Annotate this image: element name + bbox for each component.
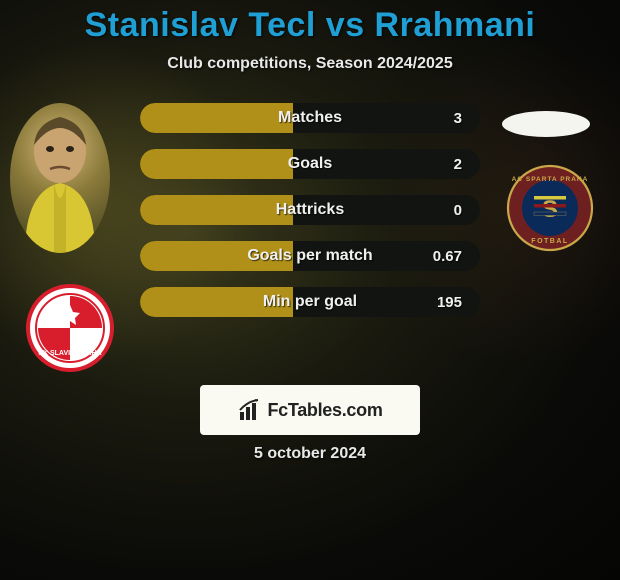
stat-label: Matches: [140, 103, 480, 133]
stat-row: Matches3: [140, 103, 480, 133]
left-club-badge: SK SLAVIA PRAHA: [20, 283, 120, 373]
fctables-text: FcTables.com: [267, 400, 382, 421]
right-club-badge: AC SPARTA PRAHA FOTBAL S: [500, 163, 600, 253]
stats-bars: Matches3Goals2Hattricks0Goals per match0…: [140, 103, 480, 333]
stat-right-value: 0: [454, 195, 462, 225]
date-label: 5 october 2024: [0, 445, 620, 463]
comparison-area: SK SLAVIA PRAHA AC SPARTA PRAHA FOTBAL S…: [0, 103, 620, 363]
right-player-photo-placeholder: [502, 111, 590, 137]
stat-row: Min per goal195: [140, 287, 480, 317]
stat-label: Min per goal: [140, 287, 480, 317]
page-title: Stanislav Tecl vs Rrahmani: [0, 0, 620, 45]
stat-row: Hattricks0: [140, 195, 480, 225]
svg-text:FOTBAL: FOTBAL: [531, 238, 568, 245]
stat-row: Goals2: [140, 149, 480, 179]
svg-text:S: S: [542, 196, 558, 223]
stat-row: Goals per match0.67: [140, 241, 480, 271]
content-root: Stanislav Tecl vs Rrahmani Club competit…: [0, 0, 620, 580]
stat-label: Goals: [140, 149, 480, 179]
stat-right-value: 195: [437, 287, 462, 317]
fctables-watermark: FcTables.com: [200, 385, 420, 435]
svg-text:SK SLAVIA PRAHA: SK SLAVIA PRAHA: [38, 350, 101, 357]
subtitle: Club competitions, Season 2024/2025: [0, 55, 620, 73]
stat-right-value: 2: [454, 149, 462, 179]
stat-label: Hattricks: [140, 195, 480, 225]
stat-right-value: 3: [454, 103, 462, 133]
svg-text:AC SPARTA PRAHA: AC SPARTA PRAHA: [512, 176, 589, 183]
stat-label: Goals per match: [140, 241, 480, 271]
stat-right-value: 0.67: [433, 241, 462, 271]
chart-bars-icon: [237, 397, 263, 423]
left-player-photo: [10, 103, 110, 253]
